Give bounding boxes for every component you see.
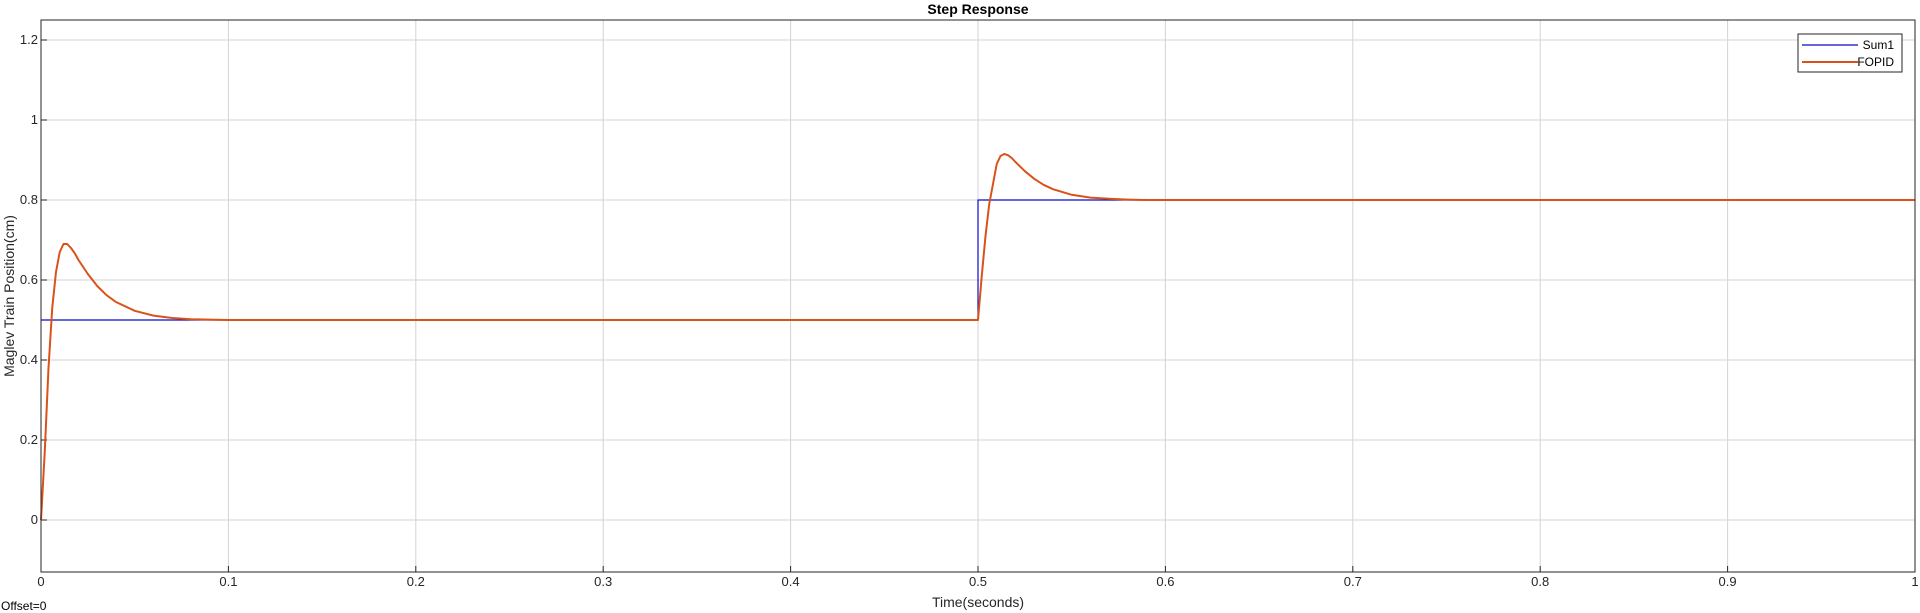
- x-tick-label: 0.2: [407, 574, 425, 589]
- chart-title: Step Response: [927, 1, 1028, 17]
- x-tick-label: 0.1: [219, 574, 237, 589]
- x-tick-label: 0: [37, 574, 44, 589]
- legend-label-fopid: FOPID: [1857, 55, 1894, 69]
- legend: Sum1 FOPID: [1797, 33, 1903, 73]
- y-tick-label: 0.8: [20, 192, 38, 207]
- y-tick-label: 0: [31, 512, 38, 527]
- y-tick-labels: 0 0.2 0.4 0.6 0.8 1 1.2: [20, 32, 38, 527]
- y-tick-label: 1: [31, 112, 38, 127]
- offset-label: Offset=0: [1, 599, 47, 613]
- x-tick-labels: 0 0.1 0.2 0.3 0.4 0.5 0.6 0.7 0.8 0.9 1: [37, 574, 1918, 589]
- x-tick-label: 0.4: [782, 574, 800, 589]
- x-tick-label: 0.8: [1531, 574, 1549, 589]
- y-tick-label: 0.4: [20, 352, 38, 367]
- y-tick-label: 0.6: [20, 272, 38, 287]
- y-tick-label: 1.2: [20, 32, 38, 47]
- legend-box: [1797, 33, 1903, 73]
- legend-label-sum1: Sum1: [1863, 38, 1895, 52]
- plot-frame: [40, 19, 1916, 573]
- x-tick-label: 0.3: [594, 574, 612, 589]
- y-axis-label: Maglev Train Position(cm): [1, 215, 17, 377]
- x-tick-label: 0.9: [1719, 574, 1737, 589]
- x-tick-label: 1: [1911, 574, 1918, 589]
- x-tick-label: 0.6: [1156, 574, 1174, 589]
- y-tick-label: 0.2: [20, 432, 38, 447]
- x-axis-label: Time(seconds): [932, 594, 1024, 610]
- series-line-fopid: [40, 153, 1915, 521]
- series-lines: [40, 153, 1915, 521]
- x-tick-label: 0.5: [969, 574, 987, 589]
- x-tick-label: 0.7: [1344, 574, 1362, 589]
